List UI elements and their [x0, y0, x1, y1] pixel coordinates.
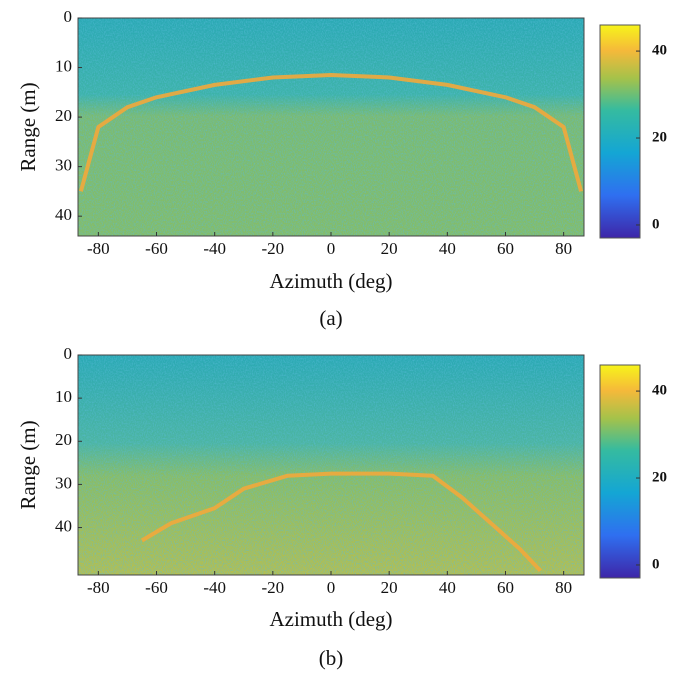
x-tick-label: -80: [87, 578, 110, 597]
x-tick-label: -60: [145, 578, 168, 597]
x-tick-label: -40: [203, 239, 226, 258]
colorbar: [599, 24, 641, 239]
x-tick-label: 60: [497, 578, 514, 597]
colorbar: [599, 364, 641, 579]
colorbar-tick-label: 40: [652, 43, 667, 59]
colorbar-tick-label: 20: [652, 469, 667, 485]
colorbar-tick-label: 20: [652, 129, 667, 145]
x-tick-label: 0: [327, 578, 336, 597]
x-axis-label: Azimuth (deg): [269, 607, 392, 631]
x-tick-label: -60: [145, 239, 168, 258]
y-tick-label: 10: [55, 387, 72, 406]
heatmap-noise: [78, 355, 584, 575]
y-tick-label: 0: [64, 7, 73, 26]
y-tick-label: 20: [55, 106, 72, 125]
x-tick-label: 40: [439, 239, 456, 258]
caption: (b): [319, 646, 344, 670]
y-tick-label: 40: [55, 516, 72, 535]
y-tick-label: 0: [64, 344, 73, 363]
colorbar-tick-label: 40: [652, 383, 667, 399]
x-tick-label: -40: [203, 578, 226, 597]
x-axis-label: Azimuth (deg): [269, 269, 392, 293]
y-tick-label: 30: [55, 473, 72, 492]
x-tick-label: 80: [555, 239, 572, 258]
ridge-line: [78, 72, 584, 192]
caption: (a): [319, 306, 342, 330]
y-axis-label: Range (m): [16, 82, 40, 171]
x-tick-label: 20: [381, 578, 398, 597]
x-tick-label: 60: [497, 239, 514, 258]
x-tick-label: 20: [381, 239, 398, 258]
x-tick-label: 0: [327, 239, 336, 258]
x-tick-label: -20: [262, 239, 285, 258]
y-tick-label: 10: [55, 56, 72, 75]
colorbar-tick-label: 0: [652, 556, 660, 572]
heatmap-noise: [78, 18, 584, 236]
y-tick-label: 40: [55, 205, 72, 224]
ridge-line: [140, 471, 542, 573]
x-tick-label: -80: [87, 239, 110, 258]
y-tick-label: 20: [55, 430, 72, 449]
y-tick-label: 30: [55, 156, 72, 175]
x-tick-label: -20: [262, 578, 285, 597]
x-tick-label: 80: [555, 578, 572, 597]
colorbar-tick-label: 0: [652, 216, 660, 232]
x-tick-label: 40: [439, 578, 456, 597]
y-axis-label: Range (m): [16, 420, 40, 509]
